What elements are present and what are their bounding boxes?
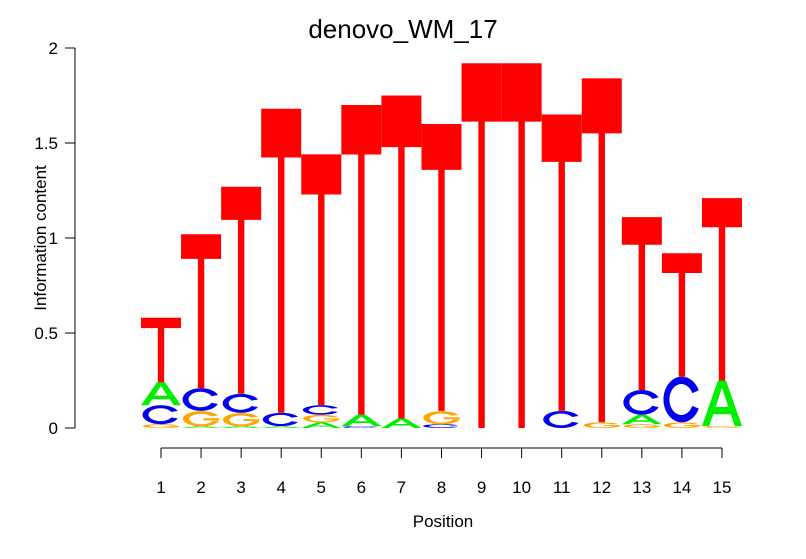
letter-C bbox=[342, 426, 379, 428]
letter-G bbox=[703, 426, 741, 429]
chart-title: denovo_WM_17 bbox=[308, 14, 497, 44]
letter-T bbox=[421, 124, 462, 411]
letter-T bbox=[381, 95, 422, 419]
x-tick-label: 2 bbox=[196, 478, 205, 497]
letter-T bbox=[301, 154, 342, 406]
logo-stack-6 bbox=[341, 105, 382, 428]
letter-G bbox=[182, 411, 220, 427]
letter-G bbox=[623, 424, 661, 429]
letter-T bbox=[501, 63, 542, 428]
x-tick-label: 12 bbox=[592, 478, 611, 497]
letter-A bbox=[621, 414, 662, 425]
logo-stack-13 bbox=[621, 217, 662, 429]
letter-C bbox=[182, 388, 218, 411]
letter-T bbox=[621, 217, 662, 390]
letter-C bbox=[543, 410, 579, 428]
x-tick-label: 15 bbox=[713, 478, 732, 497]
y-tick-label: 2 bbox=[49, 39, 58, 58]
x-tick-label: 4 bbox=[276, 478, 285, 497]
y-axis-label: Information content bbox=[31, 165, 50, 311]
letter-G bbox=[423, 411, 460, 425]
letter-G bbox=[583, 422, 621, 429]
logo-stack-7 bbox=[381, 95, 422, 428]
letter-T bbox=[261, 108, 302, 413]
letter-A bbox=[381, 418, 422, 428]
y-axis: 0 0.5 1 1.5 2 bbox=[34, 39, 76, 438]
logo-stack-10 bbox=[501, 63, 542, 428]
letter-A bbox=[261, 426, 302, 428]
logo-stacks bbox=[141, 63, 742, 429]
letter-T bbox=[661, 253, 702, 377]
letter-C bbox=[222, 393, 258, 413]
logo-stack-8 bbox=[421, 124, 462, 428]
letter-A bbox=[341, 414, 382, 427]
letter-C bbox=[663, 376, 699, 423]
logo-stack-3 bbox=[221, 186, 262, 428]
letter-T bbox=[581, 78, 622, 423]
letter-T bbox=[701, 198, 742, 381]
letter-T bbox=[181, 234, 222, 389]
letter-A bbox=[701, 380, 742, 427]
x-tick-label: 7 bbox=[397, 478, 406, 497]
x-axis: 1 2 3 4 5 6 7 8 9 10 11 12 13 14 15 bbox=[156, 447, 732, 497]
letter-T bbox=[221, 186, 262, 394]
x-tick-label: 10 bbox=[512, 478, 531, 497]
letter-G bbox=[303, 414, 340, 423]
logo-stack-9 bbox=[461, 63, 502, 428]
x-axis-label: Position bbox=[413, 512, 473, 531]
letter-C bbox=[262, 412, 299, 427]
letter-T bbox=[461, 63, 502, 428]
letter-C bbox=[623, 390, 659, 415]
letter-G bbox=[222, 413, 260, 427]
letter-C bbox=[302, 405, 339, 415]
letter-G bbox=[663, 422, 701, 429]
logo-stack-11 bbox=[541, 114, 582, 428]
letter-T bbox=[341, 105, 382, 415]
x-tick-label: 14 bbox=[672, 478, 691, 497]
x-tick-label: 6 bbox=[357, 478, 366, 497]
letter-C bbox=[423, 424, 459, 428]
logo-stack-15 bbox=[701, 198, 742, 429]
letter-A bbox=[181, 426, 222, 428]
x-tick-label: 11 bbox=[553, 478, 571, 497]
logo-stack-1 bbox=[141, 317, 181, 429]
y-tick-label: 1.5 bbox=[34, 134, 58, 153]
letter-A bbox=[221, 426, 262, 428]
y-tick-label: 0.5 bbox=[34, 324, 58, 343]
x-tick-label: 8 bbox=[437, 478, 446, 497]
x-tick-label: 5 bbox=[317, 478, 326, 497]
y-tick-label: 0 bbox=[49, 419, 58, 438]
logo-stack-5 bbox=[301, 154, 342, 428]
logo-stack-12 bbox=[581, 78, 622, 429]
letter-T bbox=[141, 317, 181, 383]
logo-stack-2 bbox=[181, 234, 222, 428]
letter-A bbox=[141, 382, 181, 406]
letter-G bbox=[142, 424, 180, 429]
logo-stack-14 bbox=[661, 253, 702, 429]
y-tick-label: 1 bbox=[49, 229, 58, 248]
x-tick-label: 13 bbox=[632, 478, 651, 497]
logo-stack-4 bbox=[261, 108, 302, 428]
letter-A bbox=[301, 422, 342, 428]
x-tick-label: 1 bbox=[156, 478, 165, 497]
x-tick-label: 9 bbox=[477, 478, 486, 497]
letter-C bbox=[142, 405, 178, 425]
x-tick-label: 3 bbox=[236, 478, 245, 497]
letter-T bbox=[541, 114, 582, 411]
